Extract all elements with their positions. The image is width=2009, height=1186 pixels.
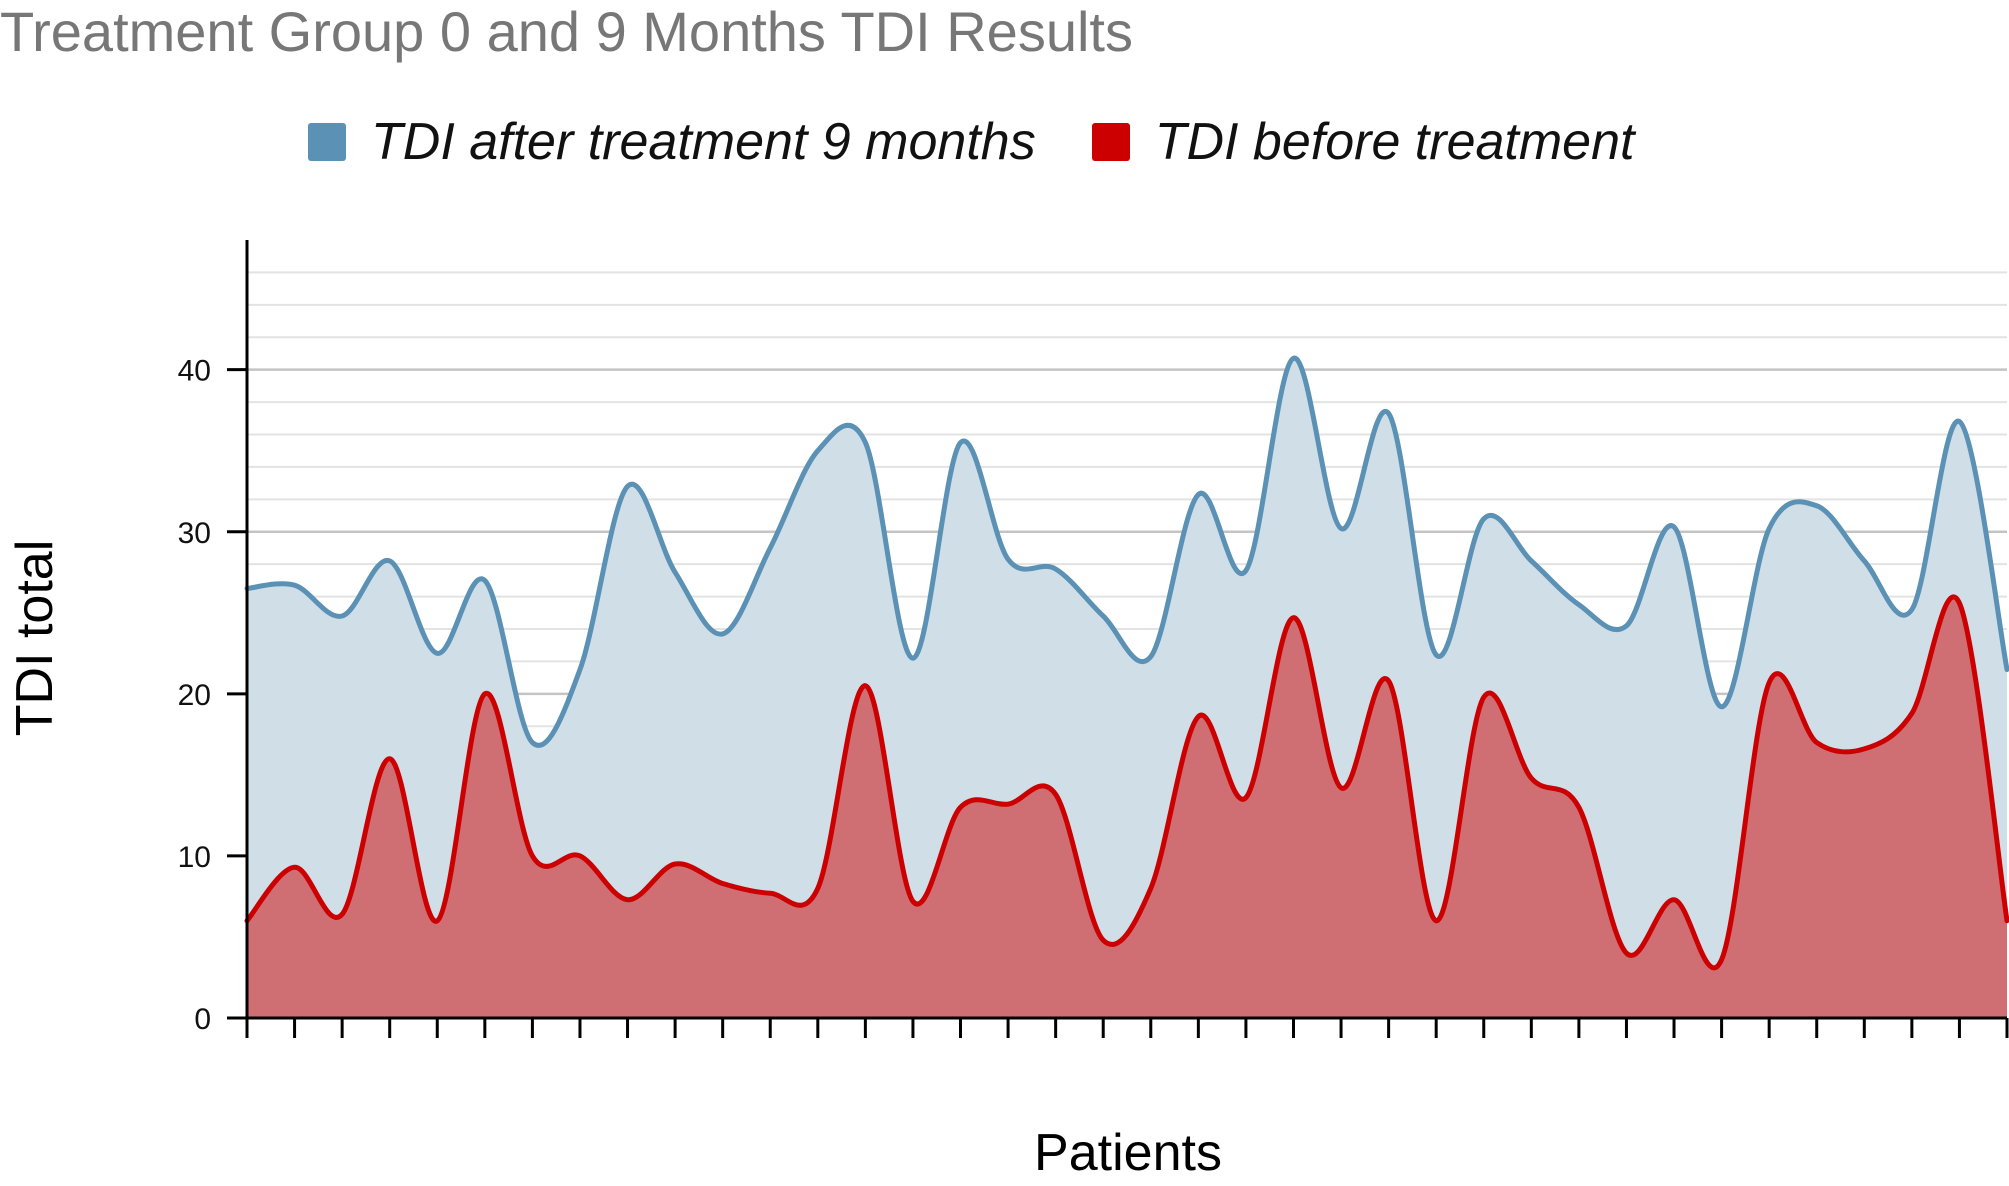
legend-swatch-after	[308, 123, 346, 161]
y-axis-title: TDI total	[6, 540, 64, 737]
axes: 0 10 20 30 40	[178, 240, 2009, 1038]
y-tick-label: 10	[178, 841, 211, 874]
x-axis-title: Patients	[1034, 1124, 1222, 1182]
series-areas	[247, 358, 2007, 1018]
legend-swatch-before	[1091, 123, 1130, 161]
legend-label-before: TDI before treatment	[1154, 113, 1635, 171]
y-tick-label: 30	[178, 517, 211, 550]
series-area-1	[247, 596, 2007, 1018]
series-lines	[244, 355, 2009, 971]
series-line-0	[244, 355, 2009, 748]
y-tick-label: 0	[194, 1003, 211, 1036]
legend-item-before[interactable]: TDI before treatment	[1091, 112, 1635, 172]
y-tick-label: 20	[178, 679, 211, 712]
legend-item-after[interactable]: TDI after treatment 9 months	[308, 112, 1036, 172]
series-line-1	[244, 594, 2009, 971]
legend-label-after: TDI after treatment 9 months	[371, 113, 1036, 171]
legend: TDI after treatment 9 months TDI before …	[308, 112, 1690, 172]
y-tick-label: 40	[178, 355, 211, 388]
chart-title: Treatment Group 0 and 9 Months TDI Resul…	[0, 0, 1133, 63]
